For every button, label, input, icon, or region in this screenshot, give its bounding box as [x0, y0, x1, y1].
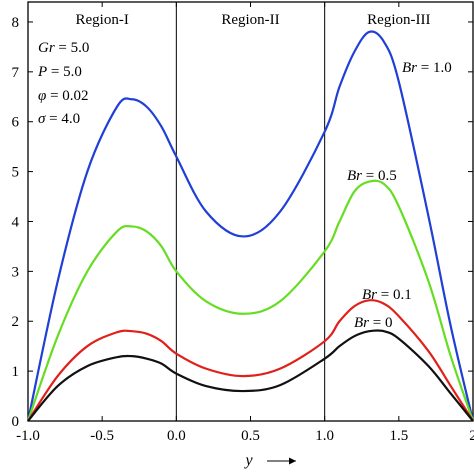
y-tick-label: 2 — [12, 314, 20, 330]
parameter-label: P = 5.0 — [37, 64, 82, 80]
x-tick-label: 1.5 — [389, 428, 408, 444]
parameter-label: φ = 0.02 — [38, 88, 89, 104]
region-label-2: Region-II — [221, 12, 279, 28]
series-label: Br = 1.0 — [402, 60, 452, 76]
region-label-1: Region-I — [76, 12, 129, 28]
y-tick-label: 4 — [12, 214, 20, 230]
y-tick-label: 0 — [12, 414, 20, 430]
region-label-3: Region-III — [367, 12, 430, 28]
y-tick-label: 7 — [12, 65, 20, 81]
x-axis-arrowhead — [289, 457, 296, 465]
plot-area: 0 1 2 3 4 5 6 7 8 -1.0 -0.5 0.0 0.5 1.0 1.5 2 y Region-I R… — [12, 1, 474, 469]
series-line-0-5 — [26, 179, 474, 422]
series-label: Br = 0.5 — [347, 168, 397, 184]
x-axis-label: y — [243, 452, 253, 469]
series-line-0-1 — [27, 299, 474, 422]
y-tick-label: 1 — [12, 364, 20, 380]
x-tick-label: 0.5 — [241, 428, 260, 444]
y-tick-label: 3 — [12, 264, 20, 280]
x-tick-label: 2 — [469, 428, 474, 444]
x-tick-label: -1.0 — [16, 428, 40, 444]
series-line-1-0 — [26, 30, 474, 422]
y-tick-label: 8 — [12, 15, 20, 31]
series-label: Br = 0 — [354, 315, 392, 331]
series-line-0 — [27, 329, 474, 422]
x-tick-label: 0.0 — [167, 428, 186, 444]
x-tick-label: -0.5 — [90, 428, 114, 444]
x-tick-label: 1.0 — [315, 428, 334, 444]
y-tick-label: 5 — [12, 165, 20, 181]
parameter-label: σ = 4.0 — [38, 111, 80, 127]
y-tick-label: 6 — [12, 115, 20, 131]
parameter-label: Gr = 5.0 — [38, 40, 89, 56]
series-label: Br = 0.1 — [362, 287, 412, 303]
